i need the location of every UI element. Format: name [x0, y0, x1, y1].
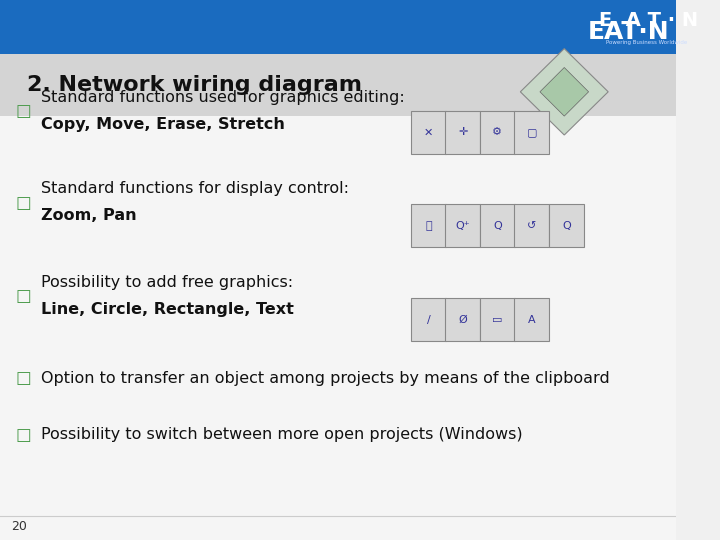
- FancyBboxPatch shape: [514, 111, 549, 153]
- FancyBboxPatch shape: [480, 111, 515, 153]
- Text: 2. Network wiring diagram: 2. Network wiring diagram: [27, 75, 362, 95]
- Text: 20: 20: [11, 520, 27, 533]
- FancyBboxPatch shape: [0, 0, 676, 54]
- FancyBboxPatch shape: [514, 298, 549, 341]
- Text: Possibility to switch between more open projects (Windows): Possibility to switch between more open …: [40, 427, 522, 442]
- Text: ✛: ✛: [458, 127, 467, 137]
- Text: Powering Business Worldwide: Powering Business Worldwide: [606, 39, 688, 45]
- Text: Copy, Move, Erase, Stretch: Copy, Move, Erase, Stretch: [40, 117, 284, 132]
- Text: Q: Q: [562, 221, 571, 231]
- Text: ⚙: ⚙: [492, 127, 503, 137]
- Text: /: /: [426, 315, 431, 325]
- Text: A: A: [528, 315, 536, 325]
- Text: Zoom, Pan: Zoom, Pan: [40, 208, 136, 224]
- FancyBboxPatch shape: [446, 205, 480, 247]
- Text: □: □: [16, 287, 32, 305]
- Text: □: □: [16, 426, 32, 444]
- Text: □: □: [16, 193, 32, 212]
- FancyBboxPatch shape: [514, 205, 549, 247]
- FancyBboxPatch shape: [411, 205, 446, 247]
- FancyBboxPatch shape: [480, 205, 515, 247]
- Polygon shape: [540, 68, 588, 116]
- Text: Line, Circle, Rectangle, Text: Line, Circle, Rectangle, Text: [40, 302, 294, 317]
- FancyBboxPatch shape: [411, 111, 446, 153]
- Text: Ø: Ø: [459, 315, 467, 325]
- Text: Q: Q: [493, 221, 502, 231]
- FancyBboxPatch shape: [411, 298, 446, 341]
- Text: ▭: ▭: [492, 315, 503, 325]
- Text: □: □: [16, 102, 32, 120]
- FancyBboxPatch shape: [446, 298, 480, 341]
- Text: Standard functions used for graphics editing:: Standard functions used for graphics edi…: [40, 90, 405, 105]
- FancyBboxPatch shape: [0, 54, 676, 116]
- Text: 🔍: 🔍: [425, 221, 432, 231]
- FancyBboxPatch shape: [446, 111, 480, 153]
- FancyBboxPatch shape: [549, 205, 584, 247]
- Text: Standard functions for display control:: Standard functions for display control:: [40, 181, 348, 197]
- Text: □: □: [16, 369, 32, 387]
- Text: Possibility to add free graphics:: Possibility to add free graphics:: [40, 275, 292, 290]
- Text: ✕: ✕: [424, 127, 433, 137]
- Text: EAT·N: EAT·N: [588, 21, 670, 44]
- Text: ▢: ▢: [526, 127, 537, 137]
- Polygon shape: [521, 49, 608, 135]
- Text: E  A T · N: E A T · N: [599, 11, 698, 30]
- FancyBboxPatch shape: [0, 116, 676, 540]
- FancyBboxPatch shape: [480, 298, 515, 341]
- Text: Option to transfer an object among projects by means of the clipboard: Option to transfer an object among proje…: [40, 370, 609, 386]
- Text: Q⁺: Q⁺: [456, 221, 470, 231]
- Text: ↺: ↺: [527, 221, 536, 231]
